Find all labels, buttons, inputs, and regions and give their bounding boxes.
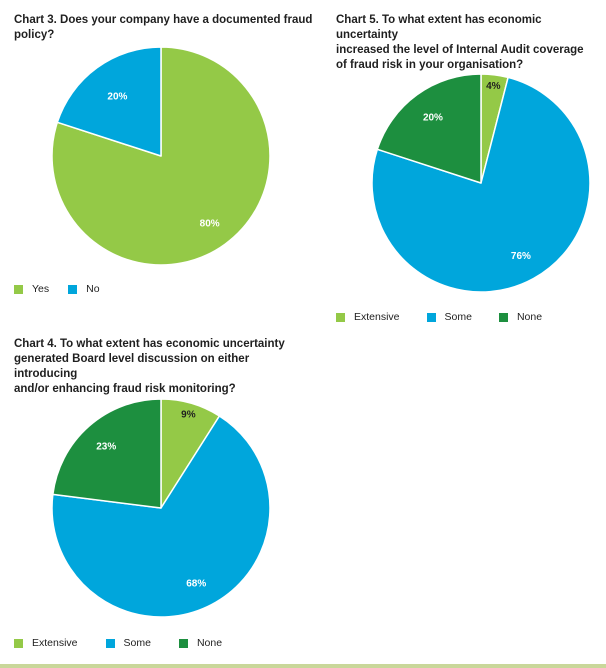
chart3-slice-label-yes: 80% <box>200 219 220 230</box>
chart-5-legend: Extensive Some None <box>336 311 569 323</box>
chart4-slice-label-some: 68% <box>186 578 206 589</box>
chart5-slice-label-extensive: 4% <box>486 81 501 92</box>
legend-item-no: No <box>68 283 100 295</box>
chart-5-title: Chart 5. To what extent has economic unc… <box>336 14 584 71</box>
legend-swatch-no <box>68 284 78 294</box>
legend-swatch-none <box>498 312 508 322</box>
legend-label-none: None <box>516 311 543 323</box>
legend-swatch-extensive <box>336 312 345 322</box>
chart4-slice-label-none: 23% <box>96 441 116 452</box>
legend-item-none: None <box>178 637 223 649</box>
legend-label-no: No <box>86 283 100 295</box>
chart4-slice-none <box>52 398 162 509</box>
chart5-slice-label-none: 20% <box>423 112 443 123</box>
chart-4: Chart 4. To what extent has economic unc… <box>0 330 320 660</box>
bottom-rule <box>0 664 606 668</box>
legend-item-none: None <box>498 311 543 323</box>
legend-label-none: None <box>196 637 223 649</box>
legend-swatch-some <box>105 638 115 648</box>
chart4-slice-some <box>51 415 271 618</box>
chart-3: Chart 3. Does your company have a docume… <box>0 0 320 330</box>
chart-4-legend: Extensive Some None <box>14 637 250 649</box>
chart5-slice-label-some: 76% <box>511 251 531 262</box>
chart-4-pie: 9% 68% 23% <box>51 398 271 618</box>
chart4-slice-label-extensive: 9% <box>181 409 196 420</box>
chart3-slice-yes <box>51 46 271 266</box>
legend-label-yes: Yes <box>32 283 50 295</box>
legend-item-some: Some <box>105 637 151 649</box>
legend-swatch-some <box>426 312 436 322</box>
chart3-slice-no <box>56 46 162 157</box>
chart3-slice-label-no: 20% <box>107 92 127 103</box>
chart5-slice-some <box>371 76 591 293</box>
legend-item-yes: Yes <box>14 283 49 295</box>
legend-label-extensive: Extensive <box>354 311 400 323</box>
chart-3-title: Chart 3. Does your company have a docume… <box>14 14 313 41</box>
chart-3-pie: 80% 20% <box>51 46 271 266</box>
legend-swatch-yes <box>14 284 23 294</box>
legend-swatch-none <box>178 638 188 648</box>
chart-3-legend: Yes No <box>14 283 119 295</box>
legend-label-some: Some <box>444 311 472 323</box>
chart-5-pie: 4% 76% 20% <box>371 73 591 293</box>
chart5-slice-none <box>376 73 482 184</box>
legend-swatch-extensive <box>14 638 23 648</box>
legend-label-some: Some <box>123 637 151 649</box>
chart-5: Chart 5. To what extent has economic unc… <box>320 0 606 330</box>
legend-item-extensive: Extensive <box>14 637 78 649</box>
legend-item-some: Some <box>426 311 472 323</box>
chart-4-title: Chart 4. To what extent has economic unc… <box>14 338 285 395</box>
legend-item-extensive: Extensive <box>336 311 400 323</box>
legend-label-extensive: Extensive <box>32 637 78 649</box>
